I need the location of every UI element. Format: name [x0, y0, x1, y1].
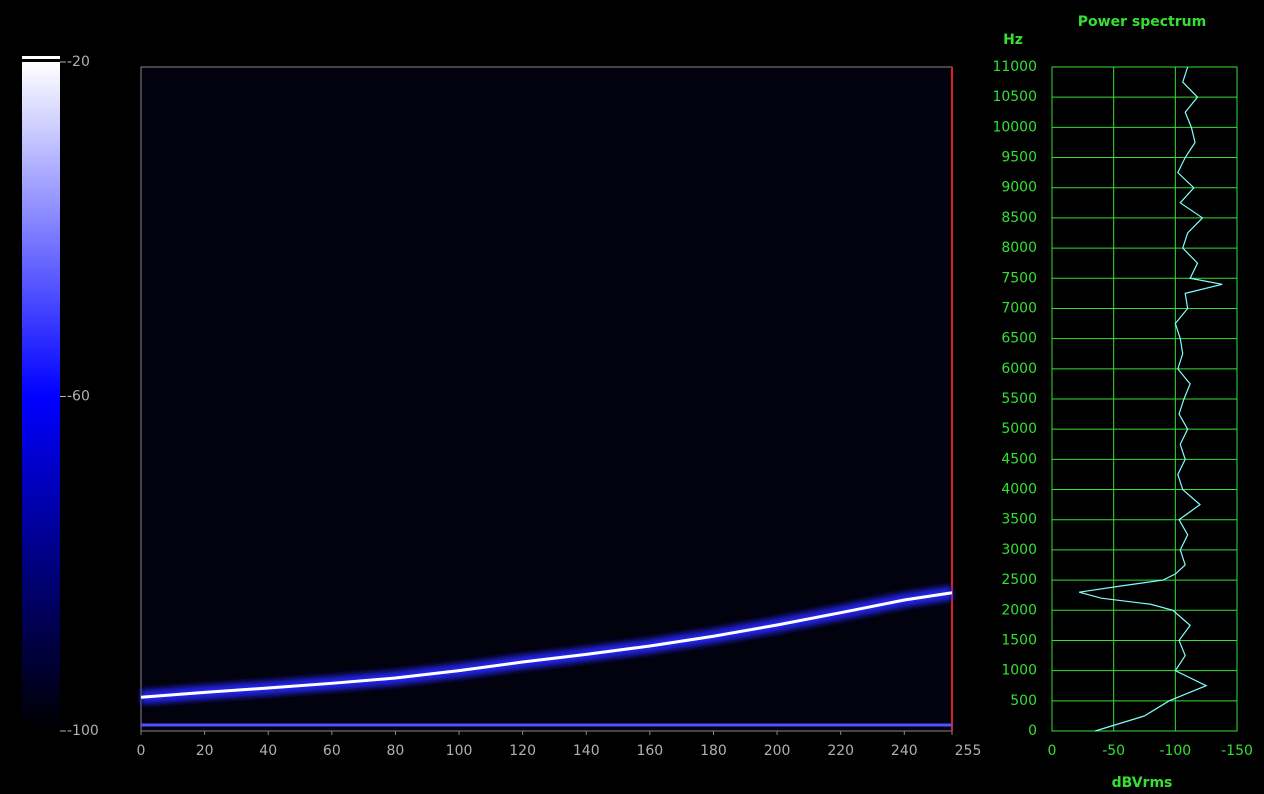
x-tick-label: 40	[259, 743, 277, 759]
y-tick-label: 9000	[1001, 180, 1037, 196]
y-tick-label: 11000	[992, 59, 1037, 75]
x-tick-label: 0	[137, 743, 146, 759]
y-tick-label: 3500	[1001, 512, 1037, 528]
x-tick-label: -150	[1221, 743, 1253, 759]
x-tick-label: 255	[955, 743, 982, 759]
x-tick-label: 140	[573, 743, 600, 759]
x-tick-label: -100	[1159, 743, 1191, 759]
y-tick-label: 2000	[1001, 602, 1037, 618]
y-tick-label: 7000	[1001, 300, 1037, 316]
x-tick-label: 20	[196, 743, 214, 759]
x-tick-label: 60	[323, 743, 341, 759]
y-tick-label: 4500	[1001, 451, 1037, 467]
y-tick-label: 8500	[1001, 210, 1037, 226]
x-tick-label: 80	[387, 743, 405, 759]
x-tick-label: 180	[700, 743, 727, 759]
x-tick-label: 120	[509, 743, 536, 759]
x-tick-label: 100	[446, 743, 473, 759]
y-tick-label: 10500	[992, 89, 1037, 105]
y-tick-label: 0	[1028, 723, 1037, 739]
spectrogram-frame	[140, 66, 953, 732]
y-tick-label: 1500	[1001, 632, 1037, 648]
x-tick-label: 240	[891, 743, 918, 759]
y-tick-label: 5000	[1001, 421, 1037, 437]
colorbar-tick-label: -100	[67, 723, 99, 739]
y-tick-label: 6500	[1001, 331, 1037, 347]
colorbar-marker	[22, 56, 60, 59]
x-tick-label: 160	[636, 743, 663, 759]
y-tick-label: 3000	[1001, 542, 1037, 558]
y-tick-label: 500	[1010, 693, 1037, 709]
x-tick-label: -50	[1102, 743, 1125, 759]
y-tick-label: 9500	[1001, 150, 1037, 166]
y-tick-label: 4000	[1001, 482, 1037, 498]
y-tick-label: 8000	[1001, 240, 1037, 256]
y-tick-label: 7500	[1001, 270, 1037, 286]
y-tick-label: 6000	[1001, 361, 1037, 377]
x-tick-label: 220	[827, 743, 854, 759]
colorbar	[22, 62, 60, 731]
tone-line	[140, 591, 953, 699]
colorbar-tick-label: -60	[67, 389, 90, 405]
y-tick-label: 1000	[1001, 663, 1037, 679]
x-tick-label: 200	[764, 743, 791, 759]
y-tick-label: 2500	[1001, 572, 1037, 588]
x-tick-label: 0	[1048, 743, 1057, 759]
y-axis-title: Hz	[1003, 32, 1023, 48]
colorbar-tick-label: -20	[67, 54, 90, 70]
power-title: Power spectrum	[1078, 14, 1206, 30]
y-tick-label: 10000	[992, 119, 1037, 135]
y-tick-label: 5500	[1001, 391, 1037, 407]
spectrum-line	[1078, 66, 1223, 732]
power-x-label: dBVrms	[1112, 775, 1173, 791]
